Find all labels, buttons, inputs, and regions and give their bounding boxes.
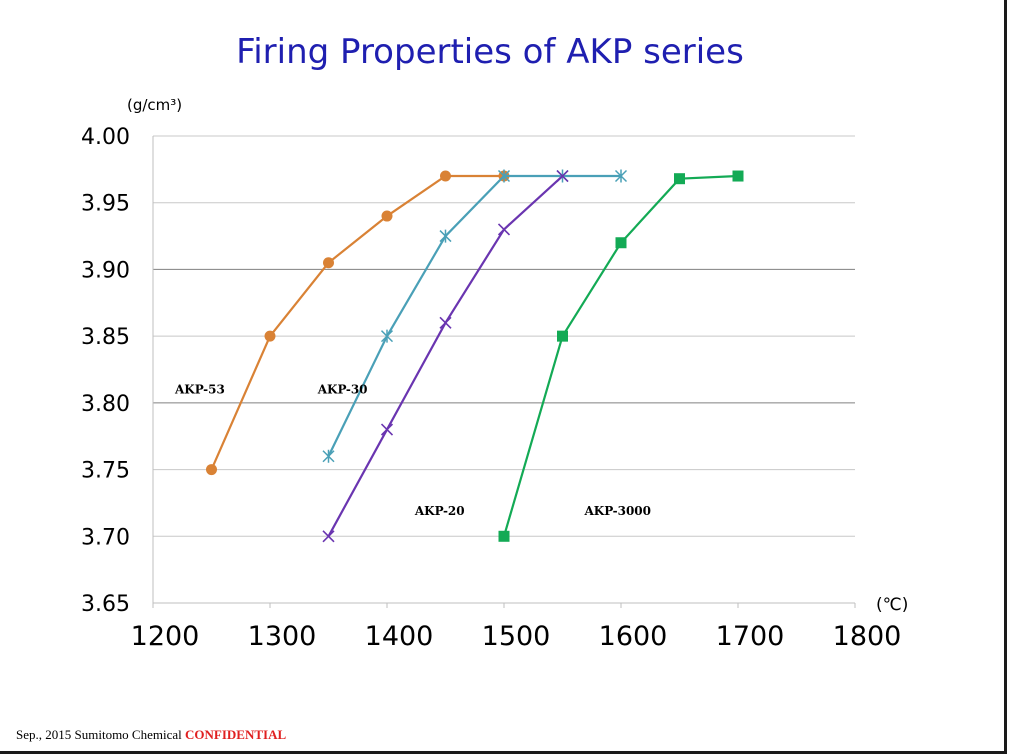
x-tick-label: 1400 xyxy=(365,621,434,652)
series-label-akp-53: AKP-53 xyxy=(174,383,225,397)
y-tick-label: 3.65 xyxy=(81,592,130,617)
grid-layer xyxy=(153,135,855,537)
x-tick-label: 1500 xyxy=(482,621,551,652)
data-point-akp-20 xyxy=(322,530,335,543)
axis-layer: 3.65 3.70 3.75 3.80 3.85 3.90 3.95 4.00 1200 1300… xyxy=(81,96,908,652)
data-point-akp-30 xyxy=(614,169,628,183)
label-layer: AKP-53 AKP-30 AKP-20 AKP-3000 xyxy=(174,383,651,518)
footer-text: Sep., 2015 Sumitomo Chemical xyxy=(16,727,182,742)
data-point-akp-3000 xyxy=(498,530,510,542)
data-point-akp-30 xyxy=(322,449,335,463)
y-tick-label: 3.95 xyxy=(81,192,130,217)
data-point-akp-20 xyxy=(497,223,511,236)
x-tick-label: 1300 xyxy=(248,621,317,652)
series-line-akp-30 xyxy=(327,174,621,457)
footer: Sep., 2015 Sumitomo Chemical CONFIDENTIA… xyxy=(16,727,286,743)
chart-title: Firing Properties of AKP series xyxy=(236,32,744,72)
data-point-akp-53 xyxy=(381,210,393,222)
x-tick-label: 1200 xyxy=(131,621,200,652)
data-point-akp-3000 xyxy=(615,237,627,249)
series-layer xyxy=(206,169,744,543)
y-tick-label: 3.90 xyxy=(81,258,130,283)
data-point-akp-30 xyxy=(380,329,394,343)
y-axis-label: (g/cm³) xyxy=(127,96,182,114)
y-tick-label: 3.75 xyxy=(81,459,130,484)
data-point-akp-30 xyxy=(497,169,511,183)
data-point-akp-20 xyxy=(439,316,452,329)
data-point-akp-53 xyxy=(206,464,217,476)
data-point-akp-53 xyxy=(440,170,451,182)
data-point-akp-20 xyxy=(556,169,569,183)
series-line-akp-53 xyxy=(210,174,504,471)
data-point-akp-3000 xyxy=(674,173,685,185)
y-tick-label: 3.70 xyxy=(81,525,130,550)
footer-confidential: CONFIDENTIAL xyxy=(185,727,287,742)
y-tick-label: 3.80 xyxy=(81,392,130,417)
data-point-akp-53 xyxy=(323,257,334,269)
data-point-akp-3000 xyxy=(732,170,744,182)
y-tick-label: 3.85 xyxy=(81,325,130,350)
x-tick-label: 1600 xyxy=(599,621,668,652)
x-axis-label: (℃) xyxy=(876,595,908,615)
data-point-akp-20 xyxy=(380,423,394,436)
data-point-akp-3000 xyxy=(557,330,568,342)
x-tick-label: 1800 xyxy=(833,621,902,652)
data-point-akp-53 xyxy=(264,330,276,342)
series-label-akp-20: AKP-20 xyxy=(414,504,465,518)
series-label-akp-30: AKP-30 xyxy=(317,383,368,397)
data-point-akp-30 xyxy=(439,229,452,243)
x-tick-label: 1700 xyxy=(716,621,785,652)
series-line-akp-3000 xyxy=(502,174,739,537)
y-tick-label: 4.00 xyxy=(81,125,130,150)
series-label-akp-3000: AKP-3000 xyxy=(584,504,652,518)
